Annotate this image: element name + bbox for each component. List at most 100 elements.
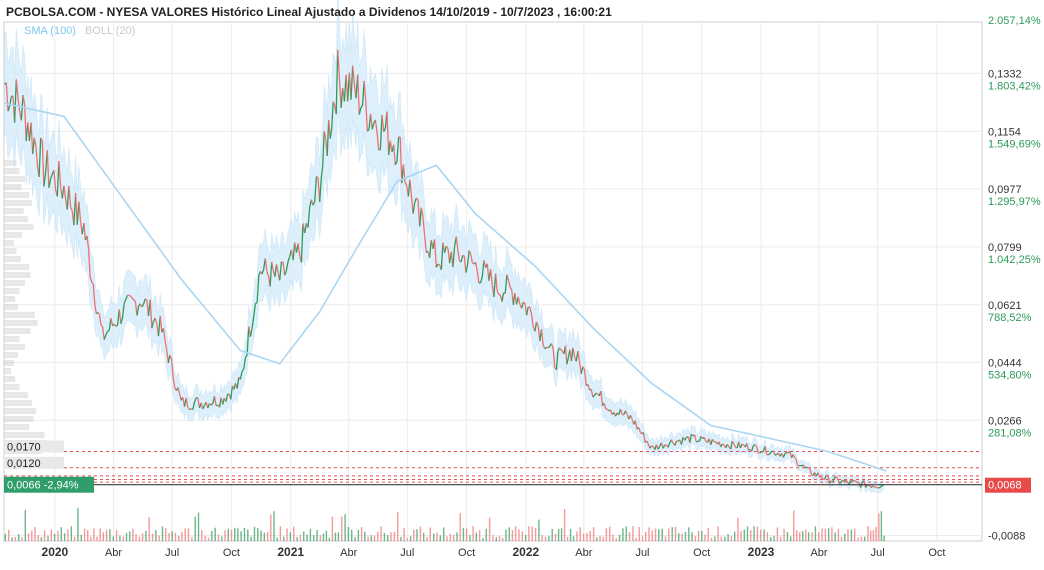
- volume-bar: [423, 533, 424, 541]
- volume-bar: [825, 529, 826, 541]
- volume-profile-bar: [4, 416, 33, 422]
- y-percent-label: 534,80%: [988, 369, 1032, 381]
- volume-bar: [867, 526, 868, 541]
- volume-bar: [662, 529, 663, 541]
- volume-bar: [126, 533, 127, 541]
- volume-bar: [808, 532, 809, 541]
- volume-bar: [270, 514, 271, 541]
- volume-profile-bar: [4, 216, 28, 222]
- volume-bar: [740, 531, 741, 541]
- volume-bar: [218, 535, 219, 542]
- y-percent-label: 1.803,42%: [988, 80, 1041, 92]
- volume-bar: [165, 528, 166, 541]
- volume-bar: [731, 536, 732, 541]
- volume-profile-bar: [4, 176, 25, 182]
- volume-bar: [38, 535, 39, 541]
- volume-bar: [90, 537, 91, 541]
- x-tick-label: 2021: [277, 545, 304, 559]
- price-segment: [438, 264, 440, 265]
- volume-bar: [300, 535, 301, 542]
- volume-bar: [665, 536, 666, 541]
- price-segment: [463, 255, 465, 256]
- volume-profile-bar: [4, 232, 22, 238]
- volume-bar: [717, 526, 718, 541]
- volume-bar: [205, 536, 206, 541]
- volume-bar: [420, 527, 421, 541]
- volume-bar: [603, 537, 604, 541]
- volume-bar: [358, 530, 359, 541]
- boll-legend[interactable]: BOLL (20): [85, 25, 135, 37]
- volume-bar: [878, 513, 879, 541]
- volume-bar: [558, 529, 559, 541]
- volume-bar: [548, 536, 549, 541]
- volume-bar: [734, 532, 735, 541]
- volume-bar: [815, 526, 816, 541]
- volume-bar: [873, 530, 874, 541]
- volume-bar: [787, 532, 788, 541]
- volume-profile-bar: [4, 280, 25, 286]
- volume-bar: [714, 536, 715, 541]
- sma-legend[interactable]: SMA (100): [24, 25, 76, 37]
- volume-bar: [201, 530, 202, 541]
- volume-bar: [616, 538, 617, 541]
- y-tick-label: 0,0977: [988, 184, 1022, 196]
- volume-profile-bar: [4, 400, 32, 406]
- y-percent-label: 1.549,69%: [988, 138, 1041, 150]
- volume-profile-bar: [4, 240, 14, 246]
- volume-profile-bar: [4, 296, 15, 302]
- volume-bar: [208, 538, 209, 541]
- volume-bar: [283, 537, 284, 542]
- price-segment: [873, 486, 874, 487]
- volume-bar: [310, 529, 311, 541]
- volume-bar: [338, 532, 339, 541]
- y-tick-label: 0,1154: [988, 126, 1021, 138]
- volume-bar: [460, 513, 461, 541]
- x-tick-label: Jul: [165, 547, 179, 559]
- volume-bar: [701, 531, 702, 541]
- volume-bar: [463, 528, 464, 541]
- volume-bar: [8, 530, 9, 541]
- volume-bar: [828, 528, 829, 541]
- volume-profile-bar: [4, 184, 22, 190]
- reference-line-label: 0,0120: [7, 458, 41, 470]
- volume-bar: [777, 527, 778, 541]
- volume-bar: [145, 531, 146, 541]
- volume-bar: [84, 529, 85, 541]
- volume-profile-bar: [4, 344, 25, 350]
- volume-profile-bar: [4, 360, 14, 366]
- volume-profile-bar: [4, 304, 18, 310]
- indicator-legend: SMA (100) BOLL (20): [24, 25, 135, 37]
- volume-bar: [224, 530, 225, 541]
- x-tick-label: Jul: [400, 547, 414, 559]
- volume-bar: [47, 536, 48, 541]
- volume-bar: [5, 534, 6, 541]
- price-segment: [854, 481, 856, 482]
- volume-bar: [277, 538, 278, 541]
- price-segment: [499, 294, 501, 295]
- volume-bar: [593, 527, 594, 541]
- volume-bar: [466, 528, 467, 541]
- price-segment: [698, 441, 700, 442]
- volume-bar: [688, 527, 689, 541]
- volume-bar: [234, 528, 235, 541]
- y-percent-label: 788,52%: [988, 312, 1032, 324]
- volume-bar: [576, 532, 577, 541]
- volume-bar: [619, 535, 620, 541]
- volume-bar: [469, 535, 470, 541]
- volume-profile-bar: [4, 320, 38, 326]
- volume-bar: [286, 529, 287, 542]
- volume-bar: [857, 538, 858, 541]
- volume-profile-bar: [4, 432, 45, 438]
- volume-bar: [348, 527, 349, 541]
- volume-bar: [132, 529, 133, 541]
- volume-bar: [407, 538, 408, 541]
- volume-bar: [240, 531, 241, 541]
- volume-bar: [502, 538, 503, 541]
- volume-bar: [652, 530, 653, 541]
- volume-bar: [446, 536, 447, 541]
- volume-bar: [313, 535, 314, 541]
- volume-bar: [361, 527, 362, 541]
- volume-profile-bar: [4, 368, 11, 374]
- volume-bar: [106, 530, 107, 541]
- price-segment: [775, 455, 777, 456]
